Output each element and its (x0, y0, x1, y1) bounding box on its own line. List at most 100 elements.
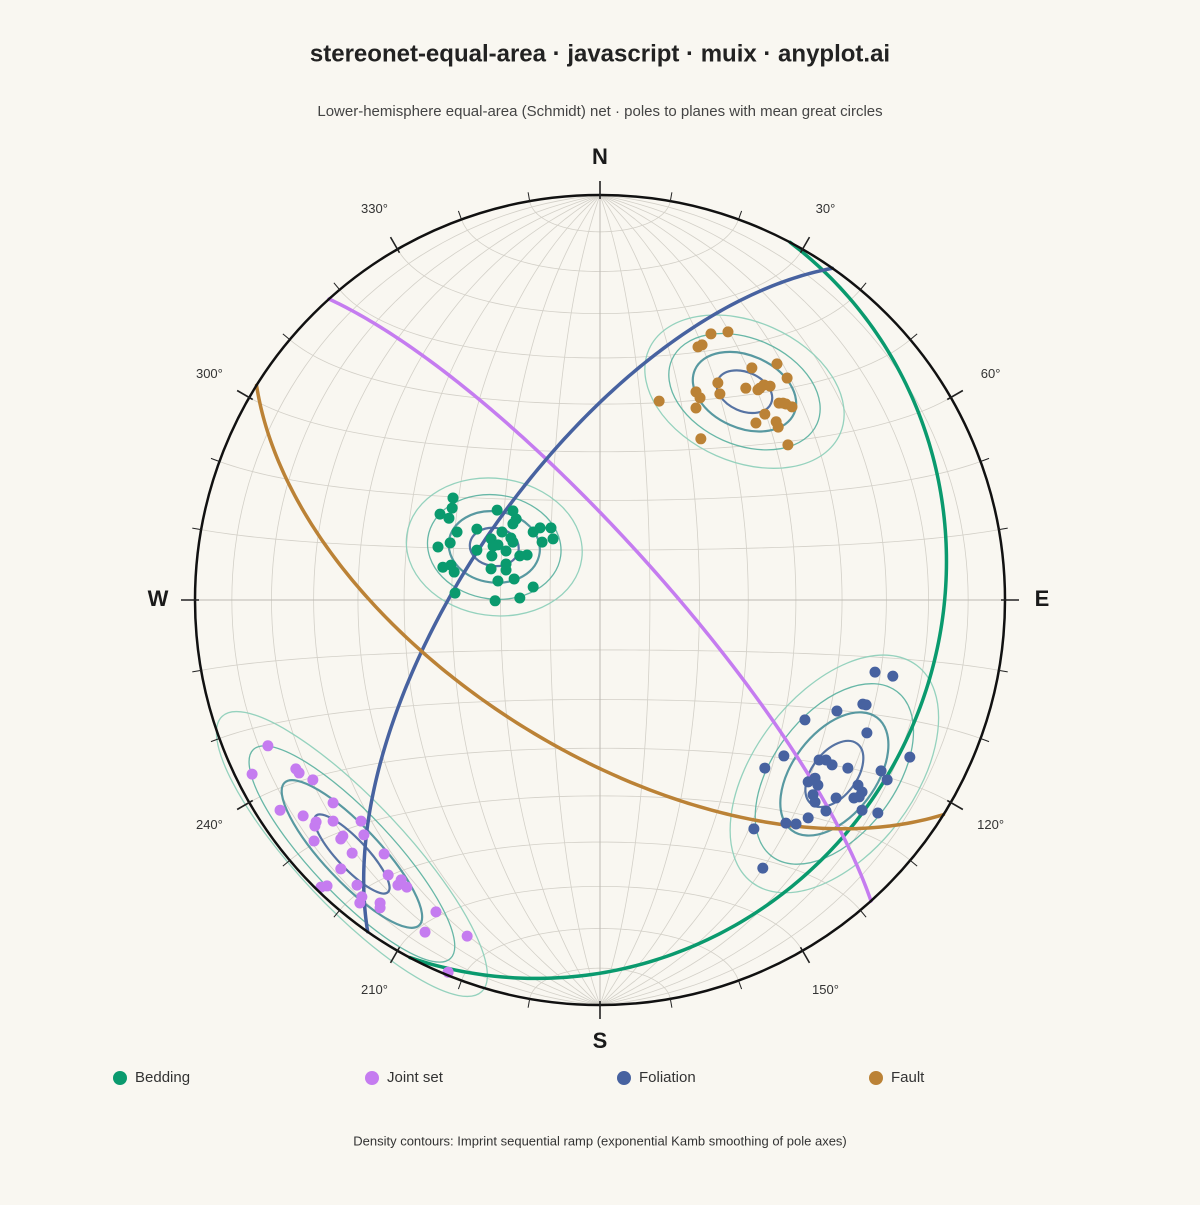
azimuth-tick (669, 998, 673, 1008)
legend-label: Joint set (387, 1069, 444, 1086)
pole-point (748, 823, 760, 835)
pole-point (802, 812, 814, 824)
pole-point (705, 328, 717, 340)
pole-point (799, 714, 811, 726)
azimuth-tick (909, 859, 918, 867)
azimuth-tick (457, 210, 462, 220)
pole-point (492, 575, 504, 587)
azimuth-tick (946, 799, 964, 811)
legend-label: Bedding (135, 1069, 190, 1086)
density-contour (668, 332, 821, 451)
pole-point (461, 930, 473, 942)
azimuth-tick (527, 998, 531, 1008)
azimuth-tick (980, 738, 990, 743)
azimuth-label: 150° (812, 982, 839, 997)
pole-point (881, 774, 893, 786)
azimuth-tick (859, 909, 867, 918)
poles (246, 326, 916, 978)
pole-point (327, 797, 339, 809)
azimuth-tick (738, 980, 743, 990)
azimuth-tick (236, 799, 254, 811)
legend: Bedding Joint set Foliation Fault (113, 1069, 925, 1086)
density-contour (248, 745, 456, 963)
pole-point (826, 759, 838, 771)
pole-point (507, 536, 519, 548)
azimuth-tick (799, 236, 811, 254)
pole-point (392, 879, 404, 891)
cardinal-label: W (148, 586, 169, 611)
pole-point (861, 727, 873, 739)
pole-point (327, 815, 339, 827)
pole-point (449, 587, 461, 599)
pole-point (489, 595, 501, 607)
azimuth-tick (457, 980, 462, 990)
chart-title: stereonet-equal-area · javascript · muix… (310, 40, 890, 67)
pole-point (507, 518, 519, 530)
pole-point (521, 549, 533, 561)
cardinal-label: E (1035, 586, 1050, 611)
pole-point (694, 392, 706, 404)
azimuth-tick (527, 192, 531, 202)
pole-point (653, 395, 665, 407)
pole-point (293, 767, 305, 779)
pole-point (860, 699, 872, 711)
great-circles (254, 240, 949, 981)
pole-point (500, 564, 512, 576)
azimuth-tick (998, 527, 1008, 531)
density-contour (729, 654, 940, 894)
density-contour (779, 711, 890, 837)
azimuth-tick (210, 738, 220, 743)
pole-point (382, 869, 394, 881)
azimuth-tick (909, 333, 918, 341)
great-circle (254, 383, 946, 831)
pole-point (448, 566, 460, 578)
pole-point (471, 544, 483, 556)
net-grid (195, 194, 1005, 1006)
chart-subtitle: Lower-hemisphere equal-area (Schmidt) ne… (317, 103, 882, 120)
pole-point (432, 541, 444, 553)
pole-point (447, 492, 459, 504)
great-circle (408, 240, 949, 981)
density-contour (280, 779, 424, 929)
pole-point (777, 397, 789, 409)
pole-point (746, 362, 758, 374)
pole-point (778, 750, 790, 762)
pole-point (875, 765, 887, 777)
pole-point (856, 804, 868, 816)
legend-marker (617, 1071, 631, 1085)
pole-point (430, 906, 442, 918)
pole-point (750, 417, 762, 429)
pole-point (354, 897, 366, 909)
azimuth-tick (282, 859, 291, 867)
legend-marker (365, 1071, 379, 1085)
pole-point (419, 926, 431, 938)
footnote: Density contours: Imprint sequential ram… (353, 1133, 847, 1148)
contours (215, 314, 940, 998)
pole-point (782, 439, 794, 451)
density-contour (644, 314, 845, 469)
pole-point (781, 372, 793, 384)
pole-point (297, 810, 309, 822)
pole-point (780, 817, 792, 829)
azimuth-tick (799, 946, 811, 964)
pole-point (692, 341, 704, 353)
legend-label: Fault (891, 1069, 925, 1086)
azimuth-label: 120° (977, 817, 1004, 832)
pole-point (527, 581, 539, 593)
pole-point (772, 421, 784, 433)
pole-point (764, 380, 776, 392)
pole-point (830, 792, 842, 804)
pole-point (309, 820, 321, 832)
pole-point (722, 326, 734, 338)
frame: 30° 60° 120° 150° 210° 240° 300° 330° N E S W (148, 144, 1050, 1053)
pole-point (812, 779, 824, 791)
pole-point (262, 740, 274, 752)
pole-point (500, 545, 512, 557)
pole-point (355, 815, 367, 827)
pole-point (358, 829, 370, 841)
pole-point (491, 504, 503, 516)
pole-point (695, 433, 707, 445)
azimuth-tick (389, 946, 401, 964)
pole-point (321, 880, 333, 892)
pole-point (496, 526, 508, 538)
